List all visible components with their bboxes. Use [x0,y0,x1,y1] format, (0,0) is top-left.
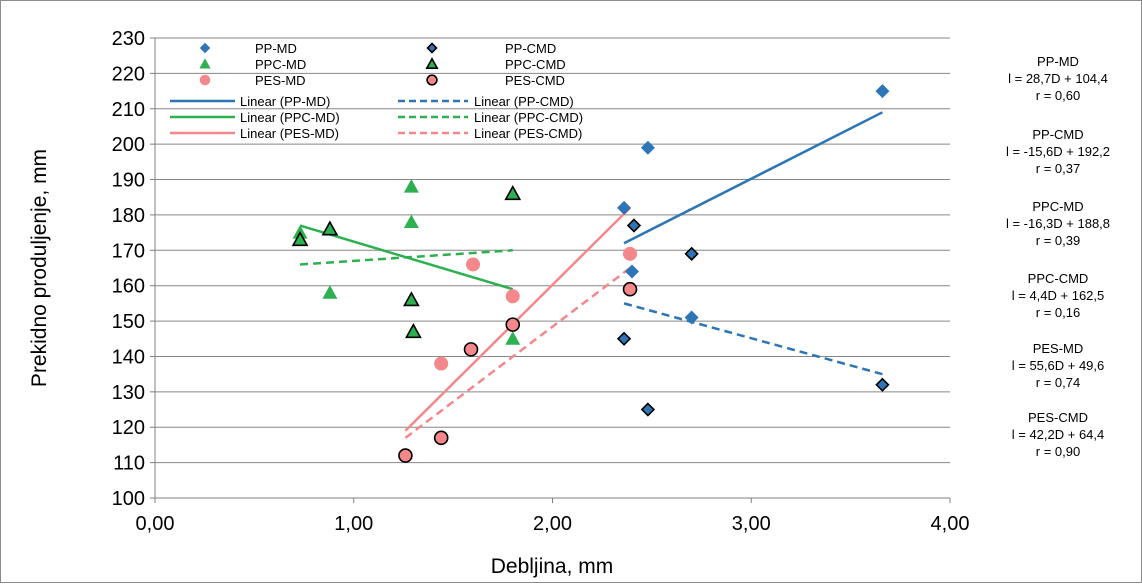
point-pes-cmd [398,448,413,463]
legend-marker-pes-cmd [426,74,438,86]
point-ppc-md [505,331,521,345]
legend-marker-pp-cmd [426,42,438,54]
annotation-line: PES-MD [1033,341,1084,356]
y-tick-label: 170 [112,240,145,262]
legend-marker-ppc-cmd [425,57,439,69]
point-ppc-cmd [504,185,522,201]
x-tick-label: 4,00 [931,513,970,535]
annotation-line: r = 0,39 [1036,233,1080,248]
point-pp-md [625,264,639,279]
legend-label-ppc-md: PPC-MD [255,57,306,72]
y-tick-label: 180 [112,205,145,227]
point-pes-md [466,257,480,272]
y-tick-label: 200 [112,134,145,156]
annotation-line: PP-MD [1037,54,1079,69]
point-ppc-md [403,214,419,228]
trendline-linear-pes-cmd [404,267,631,439]
annotation-line: PPC-CMD [1028,271,1089,286]
annotation-line: r = 0,16 [1036,305,1080,320]
annotation-line: r = 0,90 [1036,444,1080,459]
annotation-line: l = -15,6D + 192,2 [1006,144,1110,159]
regression-annotations: PP-MD l = 28,7D + 104,4 r = 0,60 PP-CMD l = … [1006,54,1110,459]
legend-label-pp-md: PP-MD [255,41,297,56]
y-tick-label: 130 [112,382,145,404]
axis-layer: Debljina, mm Prekidno produljenje, mm [28,38,950,578]
annotation-line: l = 42,2D + 64,4 [1012,427,1105,442]
point-pp-md [875,84,890,99]
point-pes-cmd [622,281,638,297]
y-tick-label: 120 [112,417,145,439]
legend-trend-label: Linear (PP-MD) [240,94,330,109]
point-pp-cmd [875,377,890,392]
legend-trend-label: Linear (PPC-MD) [240,110,340,125]
y-tick-label: 160 [112,276,145,298]
trendline-linear-ppc-cmd [300,249,513,266]
annotation-line: PPC-MD [1032,199,1083,214]
point-ppc-cmd [403,291,420,307]
annotation-line: l = -16,3D + 188,8 [1006,216,1110,231]
y-tick-label: 220 [112,63,145,85]
y-tick-label: 230 [112,28,145,50]
x-axis-title: Debljina, mm [491,555,614,578]
point-pes-cmd [463,342,479,357]
annotation-line: r = 0,74 [1036,375,1080,390]
point-pes-md [623,246,638,261]
legend: PP-MD PP-CMD PPC-MD PPC-CMD PES-MD PES-CMD Lin… [170,41,583,141]
point-pes-md [505,289,520,304]
annotation-line: l = 28,7D + 104,4 [1008,71,1108,86]
y-tick-label: 150 [112,311,145,333]
point-pp-md [684,310,699,325]
legend-marker-ppc-md [199,58,211,69]
y-tick-label: 190 [112,170,145,192]
point-pp-cmd [640,402,656,417]
point-ppc-cmd [405,323,422,339]
annotation-line: PES-CMD [1028,410,1088,425]
tick-label-layer: 100 110 120 130 140 150 160 170 180 190 200 210 220 2… [112,28,970,535]
y-tick-label: 210 [112,99,145,121]
legend-trend-label: Linear (PES-MD) [240,126,339,141]
annotation-line: PP-CMD [1032,127,1083,142]
y-axis-title: Prekidno produljenje, mm [28,149,51,387]
y-tick-label: 140 [112,346,145,368]
y-tick-label: 110 [113,453,145,475]
point-pes-md [434,356,449,371]
point-pp-md [640,140,655,155]
x-tick-label: 3,00 [732,513,771,535]
point-pp-cmd [626,218,642,233]
grid-layer [150,37,951,503]
x-tick-label: 2,00 [533,513,572,535]
point-pes-cmd [505,317,521,332]
point-layer [291,84,890,463]
point-pes-cmd [433,430,449,446]
point-ppc-md [403,179,419,193]
point-pp-cmd [616,331,632,346]
point-pp-md [617,200,632,215]
trendline-linear-pp-md [623,111,883,245]
annotation-line: l = 55,6D + 49,6 [1012,358,1105,373]
point-ppc-md [322,285,338,299]
legend-trend-label: Linear (PPC-CMD) [474,110,583,125]
trendline-linear-pp-cmd [623,302,883,376]
point-pp-cmd [684,246,699,261]
annotation-line: r = 0,37 [1036,161,1080,176]
legend-label-pes-md: PES-MD [255,73,306,88]
point-ppc-cmd [291,231,309,247]
annotation-line: r = 0,60 [1036,88,1080,103]
point-ppc-cmd [321,220,339,236]
legend-trend-label: Linear (PP-CMD) [474,94,574,109]
x-tick-label: 0,00 [136,513,175,535]
legend-marker-pp-md [199,42,211,54]
legend-label-pp-cmd: PP-CMD [505,41,556,56]
legend-marker-pes-md [199,74,211,86]
y-tick-label: 100 [112,488,145,510]
trendline-layer [299,111,883,439]
x-tick-label: 1,00 [334,513,373,535]
annotation-line: l = 4,4D + 162,5 [1012,288,1105,303]
legend-label-pes-cmd: PES-CMD [505,73,565,88]
legend-trend-label: Linear (PES-CMD) [474,126,582,141]
legend-label-ppc-cmd: PPC-CMD [505,57,566,72]
